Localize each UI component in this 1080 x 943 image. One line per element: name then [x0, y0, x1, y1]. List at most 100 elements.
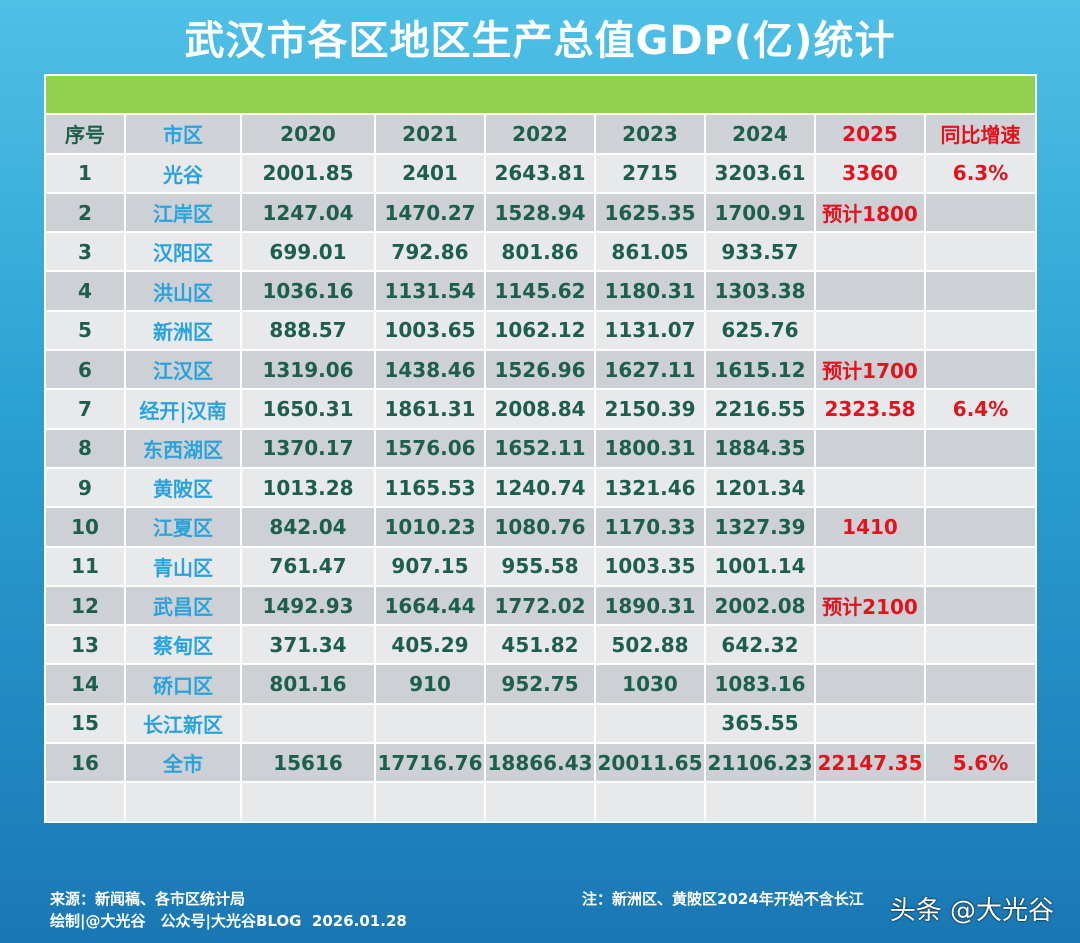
table-cell — [923, 545, 1038, 587]
table-cell — [923, 781, 1038, 823]
table-cell — [923, 663, 1038, 705]
table-cell: 6.4% — [923, 388, 1038, 430]
table-cell: 801.16 — [240, 663, 376, 705]
table-cell — [814, 624, 926, 666]
column-header: 序号 — [44, 113, 126, 155]
table-cell: 1526.96 — [484, 349, 596, 391]
table-row: 3 汉阳区 699.01 792.86 801.86 861.05 933.57 — [44, 231, 1038, 273]
table-cell: 1470.27 — [374, 191, 486, 234]
table-cell: 1303.38 — [704, 270, 816, 312]
table-cell: 1180.31 — [594, 270, 706, 312]
table-cell: 2008.84 — [484, 388, 596, 430]
table-cell: 14 — [44, 663, 126, 705]
table-cell: 792.86 — [374, 231, 486, 273]
table-cell: 1145.62 — [484, 270, 596, 312]
table-cell: 22147.35 — [814, 742, 926, 784]
table-cell: 451.82 — [484, 624, 596, 666]
column-header: 2025 — [814, 113, 926, 155]
table-cell — [594, 702, 706, 745]
table-cell — [923, 466, 1038, 509]
table-cell: 16 — [44, 742, 126, 784]
column-header: 市区 — [124, 113, 242, 155]
column-header: 2023 — [594, 113, 706, 155]
table-cell — [814, 270, 926, 312]
footer-left: 来源：新闻稿、各市区统计局 绘制|@大光谷 公众号|大光谷BLOG 2026.0… — [50, 888, 407, 932]
table-cell: 预计1700 — [814, 349, 926, 391]
table-cell: 蔡甸区 — [124, 624, 242, 666]
table-row: 15 长江新区 365.55 — [44, 702, 1038, 745]
table-cell: 洪山区 — [124, 270, 242, 312]
table-cell: 842.04 — [240, 506, 376, 548]
table-cell: 5 — [44, 309, 126, 352]
table-cell: 1003.65 — [374, 309, 486, 352]
table-row: 11 青山区 761.47 907.15 955.58 1003.35 1001.14 — [44, 545, 1038, 587]
table-cell — [594, 781, 706, 823]
table-cell: 907.15 — [374, 545, 486, 587]
table-row — [44, 781, 1038, 823]
table-cell: 1652.11 — [484, 427, 596, 469]
table-row: 9 黄陂区 1013.28 1165.53 1240.74 1321.46 1201.34 — [44, 466, 1038, 509]
author-text: 绘制|@大光谷 公众号|大光谷BLOG 2026.01.28 — [50, 912, 407, 930]
table-cell: 405.29 — [374, 624, 486, 666]
table-cell: 933.57 — [704, 231, 816, 273]
table-cell: 3360 — [814, 152, 926, 194]
table-cell — [44, 781, 126, 823]
table-cell: 1528.94 — [484, 191, 596, 234]
table-cell — [923, 191, 1038, 234]
table-cell: 1700.91 — [704, 191, 816, 234]
table-cell: 江岸区 — [124, 191, 242, 234]
table-cell: 2323.58 — [814, 388, 926, 430]
table-cell: 预计1800 — [814, 191, 926, 234]
table-cell: 502.88 — [594, 624, 706, 666]
table-cell: 888.57 — [240, 309, 376, 352]
table-cell: 20011.65 — [594, 742, 706, 784]
table-cell: 17716.76 — [374, 742, 486, 784]
table-cell — [923, 702, 1038, 745]
table-cell: 2 — [44, 191, 126, 234]
table-row: 14 硚口区 801.16 910 952.75 1030 1083.16 — [44, 663, 1038, 705]
table-cell — [923, 231, 1038, 273]
table-cell — [814, 309, 926, 352]
header-row: 序号 市区 2020 2021 2022 2023 2024 2025 同比增速 — [44, 113, 1038, 155]
table-row: 8 东西湖区 1370.17 1576.06 1652.11 1800.31 1884.35 — [44, 427, 1038, 469]
table-row: 4 洪山区 1036.16 1131.54 1145.62 1180.31 1303.38 — [44, 270, 1038, 312]
table-cell: 1410 — [814, 506, 926, 548]
table-cell: 3 — [44, 231, 126, 273]
table-row: 7 经开|汉南 1650.31 1861.31 2008.84 2150.39 2216.5… — [44, 388, 1038, 430]
table-cell: 642.32 — [704, 624, 816, 666]
table-cell: 1576.06 — [374, 427, 486, 469]
table-cell: 光谷 — [124, 152, 242, 194]
table-cell: 1062.12 — [484, 309, 596, 352]
table-cell: 预计2100 — [814, 584, 926, 627]
table-cell: 1030 — [594, 663, 706, 705]
table-cell: 6 — [44, 349, 126, 391]
table-cell — [814, 663, 926, 705]
table-cell: 1247.04 — [240, 191, 376, 234]
table-cell: 1319.06 — [240, 349, 376, 391]
table-row: 1 光谷 2001.85 2401 2643.81 2715 3203.61 3360 6.3% — [44, 152, 1038, 194]
table-cell: 武昌区 — [124, 584, 242, 627]
watermark: 头条 @大光谷 — [889, 896, 1054, 926]
table-cell: 365.55 — [704, 702, 816, 745]
table-cell: 15 — [44, 702, 126, 745]
table-cell: 1800.31 — [594, 427, 706, 469]
table-cell: 经开|汉南 — [124, 388, 242, 430]
table-cell: 1625.35 — [594, 191, 706, 234]
table-cell: 15616 — [240, 742, 376, 784]
table-cell — [374, 702, 486, 745]
table-cell — [814, 702, 926, 745]
table-cell: 黄陂区 — [124, 466, 242, 509]
table-row: 12 武昌区 1492.93 1664.44 1772.02 1890.31 2002.08… — [44, 584, 1038, 627]
table-cell: 1080.76 — [484, 506, 596, 548]
table-cell: 1664.44 — [374, 584, 486, 627]
table-cell: 1861.31 — [374, 388, 486, 430]
table-cell: 1083.16 — [704, 663, 816, 705]
table-cell: 江汉区 — [124, 349, 242, 391]
table-cell: 1890.31 — [594, 584, 706, 627]
table-cell: 10 — [44, 506, 126, 548]
table-cell — [814, 781, 926, 823]
table-cell: 1201.34 — [704, 466, 816, 509]
table-cell: 371.34 — [240, 624, 376, 666]
table-row: 5 新洲区 888.57 1003.65 1062.12 1131.07 625.76 — [44, 309, 1038, 352]
table-cell: 5.6% — [923, 742, 1038, 784]
